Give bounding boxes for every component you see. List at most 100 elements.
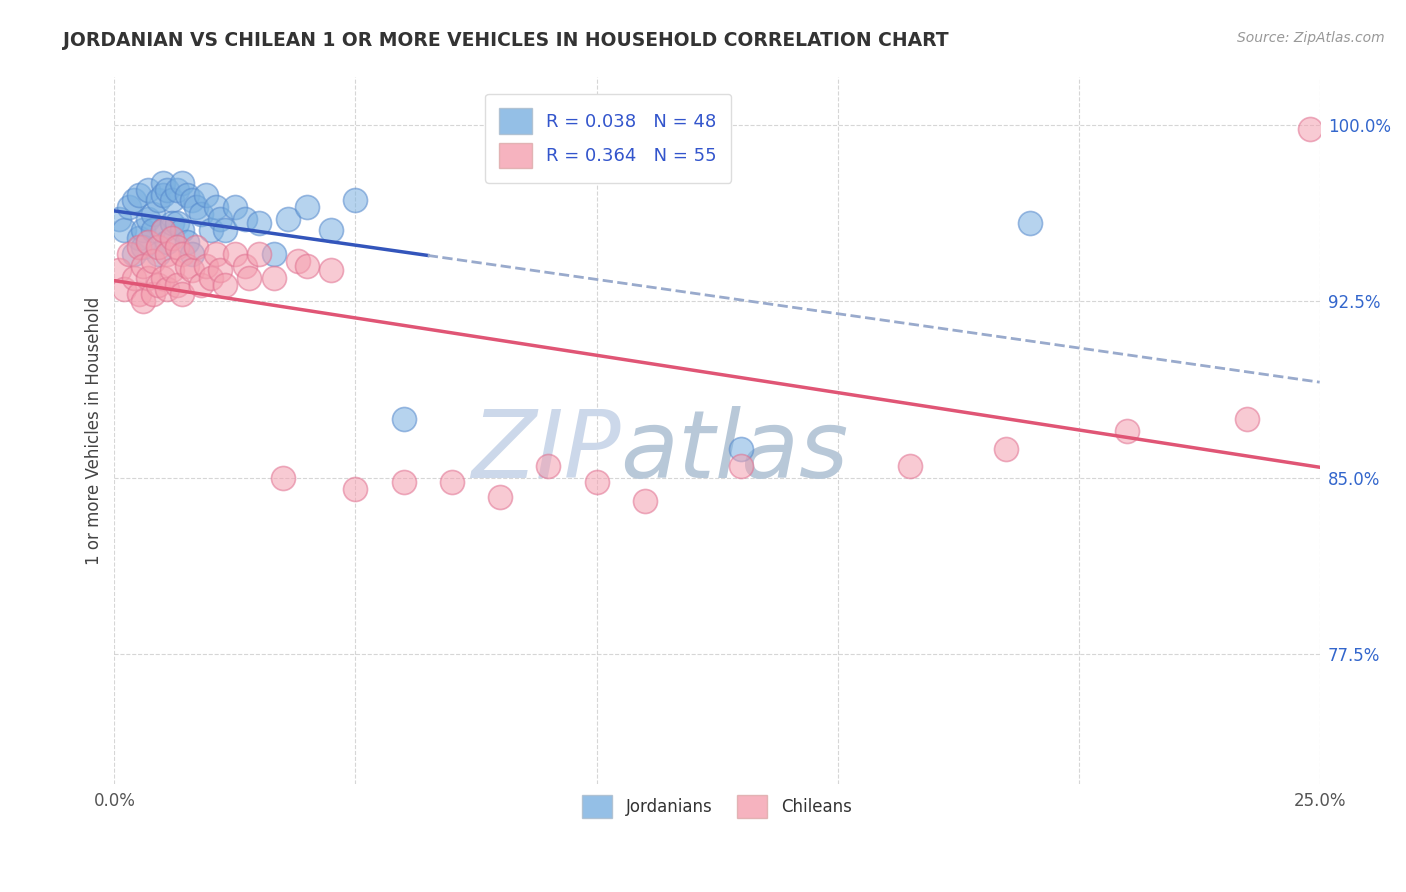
Point xyxy=(209,211,232,226)
Point xyxy=(204,247,226,261)
Point xyxy=(142,287,165,301)
Point xyxy=(233,259,256,273)
Point xyxy=(214,277,236,292)
Point xyxy=(247,216,270,230)
Point xyxy=(1299,122,1322,136)
Point xyxy=(156,235,179,250)
Point xyxy=(180,193,202,207)
Point xyxy=(321,263,343,277)
Point xyxy=(146,193,169,207)
Point xyxy=(170,223,193,237)
Point xyxy=(142,254,165,268)
Point xyxy=(195,259,218,273)
Point xyxy=(730,458,752,473)
Point xyxy=(132,240,155,254)
Point xyxy=(1236,412,1258,426)
Point xyxy=(287,254,309,268)
Point xyxy=(166,240,188,254)
Point xyxy=(190,207,212,221)
Legend: Jordanians, Chileans: Jordanians, Chileans xyxy=(575,788,858,825)
Point xyxy=(136,184,159,198)
Point xyxy=(146,277,169,292)
Point xyxy=(170,177,193,191)
Point xyxy=(152,188,174,202)
Point xyxy=(440,475,463,490)
Point xyxy=(344,193,367,207)
Point xyxy=(392,412,415,426)
Point xyxy=(136,235,159,250)
Point xyxy=(128,230,150,244)
Point xyxy=(152,177,174,191)
Point xyxy=(142,223,165,237)
Point xyxy=(224,247,246,261)
Point xyxy=(170,247,193,261)
Point xyxy=(209,263,232,277)
Point xyxy=(118,247,141,261)
Point xyxy=(995,442,1018,457)
Text: JORDANIAN VS CHILEAN 1 OR MORE VEHICLES IN HOUSEHOLD CORRELATION CHART: JORDANIAN VS CHILEAN 1 OR MORE VEHICLES … xyxy=(63,31,949,50)
Point xyxy=(180,247,202,261)
Point xyxy=(247,247,270,261)
Point xyxy=(537,458,560,473)
Point xyxy=(152,223,174,237)
Point xyxy=(122,247,145,261)
Point xyxy=(224,200,246,214)
Point xyxy=(136,270,159,285)
Point xyxy=(585,475,607,490)
Point xyxy=(190,277,212,292)
Point xyxy=(180,263,202,277)
Point xyxy=(112,223,135,237)
Point xyxy=(634,494,657,508)
Point xyxy=(271,471,294,485)
Point xyxy=(136,211,159,226)
Point xyxy=(166,277,188,292)
Point xyxy=(108,211,131,226)
Point xyxy=(156,184,179,198)
Point xyxy=(730,442,752,457)
Point xyxy=(195,188,218,202)
Point xyxy=(162,216,184,230)
Point xyxy=(176,235,198,250)
Point xyxy=(263,270,285,285)
Point xyxy=(186,240,208,254)
Point xyxy=(132,259,155,273)
Point xyxy=(112,282,135,296)
Point xyxy=(297,259,319,273)
Point xyxy=(166,184,188,198)
Point xyxy=(344,483,367,497)
Point xyxy=(166,216,188,230)
Point xyxy=(238,270,260,285)
Point xyxy=(152,223,174,237)
Point xyxy=(277,211,299,226)
Point xyxy=(146,247,169,261)
Point xyxy=(1019,216,1042,230)
Point xyxy=(132,294,155,309)
Point xyxy=(176,188,198,202)
Point xyxy=(176,259,198,273)
Point xyxy=(162,230,184,244)
Point xyxy=(898,458,921,473)
Point xyxy=(233,211,256,226)
Point xyxy=(162,193,184,207)
Point xyxy=(1115,424,1137,438)
Point xyxy=(489,490,512,504)
Y-axis label: 1 or more Vehicles in Household: 1 or more Vehicles in Household xyxy=(86,296,103,565)
Point xyxy=(200,223,222,237)
Point xyxy=(200,270,222,285)
Point xyxy=(146,240,169,254)
Point xyxy=(297,200,319,214)
Point xyxy=(321,223,343,237)
Point xyxy=(122,270,145,285)
Point xyxy=(142,207,165,221)
Point xyxy=(170,287,193,301)
Point xyxy=(156,247,179,261)
Text: atlas: atlas xyxy=(620,406,849,497)
Point xyxy=(128,287,150,301)
Point xyxy=(152,270,174,285)
Point xyxy=(118,200,141,214)
Point xyxy=(214,223,236,237)
Point xyxy=(186,200,208,214)
Point xyxy=(162,263,184,277)
Point xyxy=(128,188,150,202)
Text: ZIP: ZIP xyxy=(471,406,620,497)
